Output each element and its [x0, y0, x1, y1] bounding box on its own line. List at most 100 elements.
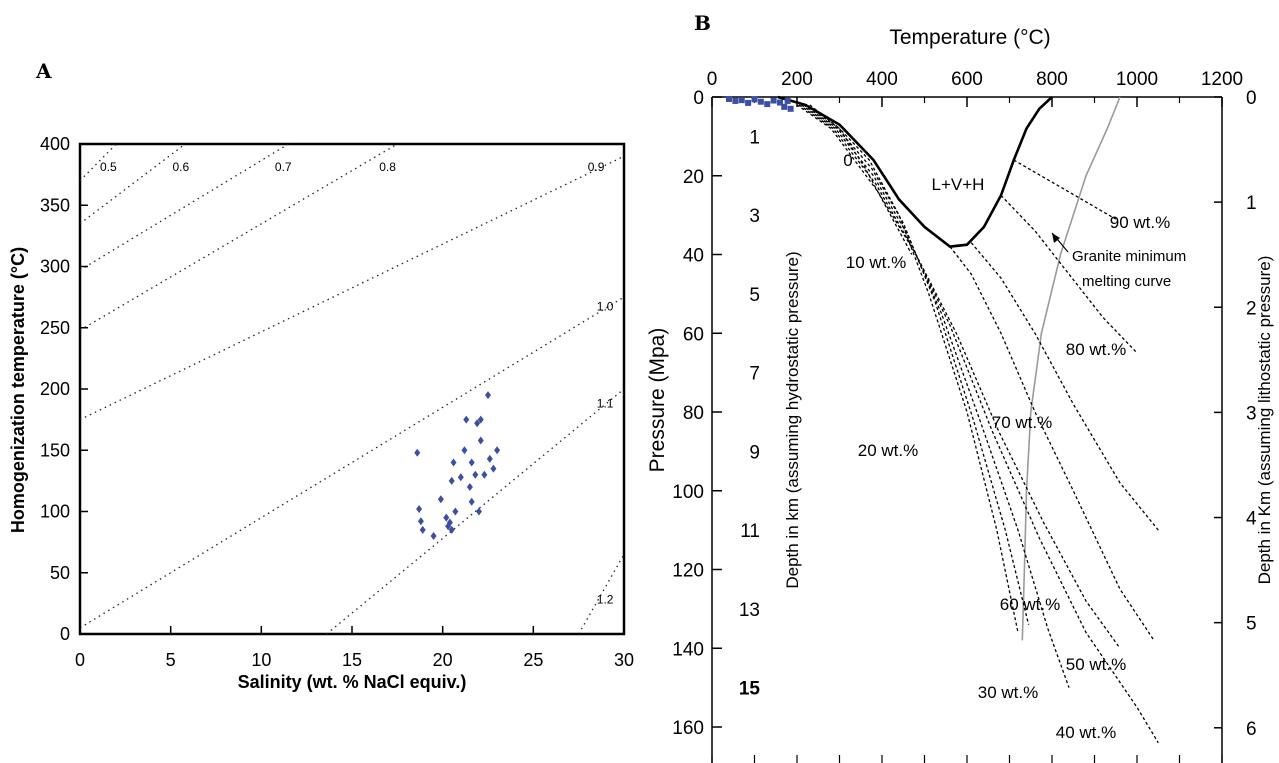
x-axis-label: Salinity (wt. % NaCl equiv.): [238, 672, 467, 692]
isochore-label: 0.6: [172, 160, 189, 174]
y-tick-label: 400: [40, 134, 70, 154]
data-point: [486, 454, 493, 463]
isopleth-curve: [805, 104, 1019, 633]
isochore-line: [79, 143, 398, 331]
sample-point: [770, 97, 777, 104]
data-point: [466, 483, 473, 491]
hydrostatic-depth-tick: 9: [749, 442, 760, 463]
annotation-arrowhead: [1052, 233, 1060, 243]
pressure-tick-label: 60: [683, 324, 704, 345]
hydrostatic-depth-tick: 7: [749, 364, 760, 385]
y-tick-label: 100: [40, 502, 70, 522]
data-point: [419, 525, 426, 534]
y-tick-label: 0: [60, 624, 70, 644]
hydrostatic-depth-tick: 15: [739, 679, 761, 700]
data-point: [468, 458, 475, 467]
x-tick-label: 5: [166, 650, 176, 670]
isopleth-curve: [803, 104, 1030, 625]
isochore-labels: 0.5 0.6 0.7 0.8 0.9 1.0 1.1 1.2: [100, 160, 614, 606]
lithostatic-depth-tick: 0: [1246, 88, 1257, 109]
sample-point: [764, 101, 771, 108]
lithostatic-depth-tick: 6: [1246, 719, 1257, 740]
panel-a-frame: [78, 142, 626, 636]
isopleth-label: 30 wt.%: [978, 683, 1038, 702]
lithostatic-depth-ticks: 0 1 2 3 4 5 6: [1214, 88, 1257, 740]
granite-melting-curve: [1021, 96, 1121, 641]
data-point: [457, 473, 464, 482]
panel-b-letter: B: [694, 11, 711, 35]
data-point: [477, 415, 484, 424]
pressure-ticks: 0 20 40 60 80 100 120 140 160: [672, 88, 722, 739]
isochore-label: 0.5: [100, 160, 117, 174]
y-tick-label: 200: [40, 379, 70, 399]
x-tick-label: 15: [342, 650, 362, 670]
x-tick-label: 30: [614, 650, 634, 670]
sample-point: [726, 95, 732, 102]
pressure-tick-label: 80: [683, 403, 704, 424]
temperature-tick-label: 600: [951, 69, 983, 90]
fluid-inclusion-points: [414, 391, 501, 540]
temperature-tick-label: 1200: [1201, 69, 1243, 90]
lithostatic-depth-label: Depth in Km (assuming lithostatic pressu…: [1255, 256, 1274, 585]
sample-point: [751, 96, 758, 103]
sample-point: [757, 98, 764, 105]
annotation-line-2: melting curve: [1082, 273, 1171, 290]
isopleth-curve: [809, 104, 913, 255]
isochore-label: 1.2: [597, 592, 614, 606]
isopleth-curve: [949, 246, 1155, 641]
hydrostatic-depth-tick: 3: [749, 206, 760, 227]
hydrostatic-depth-label: Depth in km (assuming hydrostatic pressu…: [783, 251, 802, 588]
isochore-label: 0.8: [379, 160, 396, 174]
isochore-line: [79, 296, 625, 629]
data-point: [414, 448, 421, 457]
data-point: [448, 525, 455, 534]
isopleth-curve: [798, 104, 1159, 744]
x-tick-label: 25: [523, 650, 543, 670]
lithostatic-depth-tick: 2: [1246, 298, 1257, 319]
data-point: [468, 497, 475, 506]
pressure-axis-label: Pressure (Mpa): [646, 328, 669, 473]
data-point: [450, 458, 457, 467]
temperature-tick-label: 1000: [1116, 69, 1158, 90]
lithostatic-depth-tick: 1: [1246, 193, 1257, 214]
pressure-tick-label: 0: [693, 88, 704, 109]
x-tick-label: 10: [251, 650, 271, 670]
isochore-lines: [79, 143, 625, 635]
isopleth-curve: [800, 104, 1070, 688]
isochore-label: 0.7: [275, 160, 292, 174]
data-point: [452, 507, 459, 516]
hydrostatic-depth-tick: 13: [739, 600, 760, 621]
isochore-label: 1.1: [597, 396, 614, 410]
y-tick-label: 150: [40, 440, 70, 460]
data-point: [446, 518, 453, 527]
isopleth-label: 80 wt.%: [1066, 340, 1126, 359]
pressure-tick-label: 20: [683, 167, 704, 188]
data-point: [472, 470, 479, 479]
data-point: [461, 446, 468, 455]
data-point: [490, 464, 497, 473]
sample-point: [781, 103, 788, 110]
data-point: [477, 436, 484, 445]
annotation-line-1: Granite minimum: [1072, 248, 1186, 265]
pressure-tick-label: 160: [672, 718, 704, 739]
y-tick-label: 300: [40, 257, 70, 277]
temperature-ticks: 0 200 400 600 800 1000 1200: [707, 69, 1243, 763]
lvh-boundary-curve: [777, 95, 1053, 248]
data-point: [485, 391, 491, 400]
isopleth-curve: [1013, 159, 1117, 220]
isopleth-curve: [796, 104, 1121, 649]
isochore-line: [79, 155, 625, 421]
data-point: [430, 532, 437, 540]
y-tick-label: 50: [50, 563, 70, 583]
y-tick-label: 350: [40, 195, 70, 215]
temperature-tick-label: 800: [1036, 69, 1068, 90]
sample-point: [738, 97, 745, 104]
pressure-tick-label: 40: [683, 246, 704, 267]
isopleth-label: 70 wt.%: [992, 413, 1052, 432]
isochore-line: [326, 388, 625, 635]
sample-point: [745, 99, 752, 106]
isochore-line: [79, 143, 289, 271]
isopleth-labels: 0 10 wt.% 20 wt.% 30 wt.% 40 wt.% 50 wt.% 60 w…: [843, 151, 1170, 742]
